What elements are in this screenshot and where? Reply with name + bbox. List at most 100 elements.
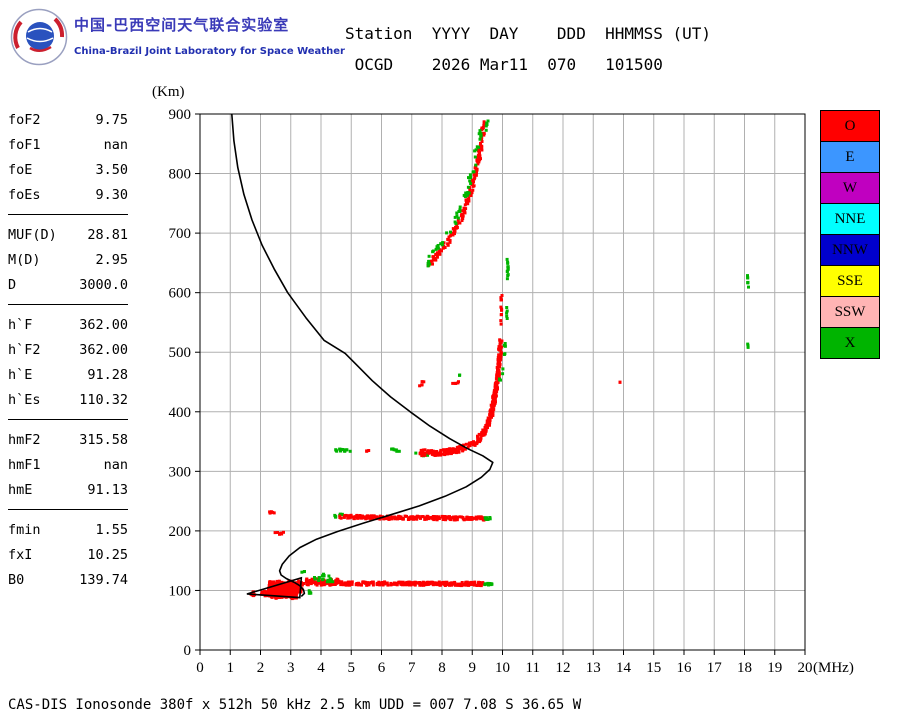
legend-item-sse: SSE [820, 265, 880, 297]
param-group-misc: fmin 1.55 fxI 10.25 B0 139.74 [8, 510, 128, 599]
svg-text:20: 20 [798, 660, 813, 676]
param-value: 139.74 [79, 571, 128, 588]
param-value: 315.58 [79, 431, 128, 448]
legend-item-ssw: SSW [820, 296, 880, 328]
param-row: foE 3.50 [8, 157, 128, 182]
param-value: 3000.0 [79, 276, 128, 293]
echo-direction-legend: O E W NNE NNW SSE SSW X [820, 110, 880, 359]
svg-text:300: 300 [169, 464, 192, 480]
param-row: foF1 nan [8, 132, 128, 157]
parameter-panel: foF2 9.75 foF1 nan foE 3.50 foEs 9.30 MUF(D)… [8, 100, 128, 599]
chart-axes: 0 1 2 3 4 5 6 7 8 9 10 11 12 13 14 15 16 17 18 19 2001002003… [152, 84, 854, 676]
svg-text:18: 18 [737, 660, 752, 676]
lab-logo [10, 8, 68, 66]
param-value: 2.95 [95, 251, 128, 268]
param-value: nan [103, 456, 128, 473]
param-group-virtual-heights: h`F 362.00 h`F2 362.00 h`E 91.28 h`Es 110.32 [8, 305, 128, 420]
param-label: M(D) [8, 251, 41, 268]
ionogram-chart: 0 1 2 3 4 5 6 7 8 9 10 11 12 13 14 15 16 17 18 19 2001002003… [152, 84, 854, 676]
svg-text:(MHz): (MHz) [813, 660, 854, 676]
chart-grid [199, 113, 806, 651]
svg-text:15: 15 [646, 660, 661, 676]
electron-density-profile [231, 113, 494, 599]
param-label: D [8, 276, 17, 293]
param-row: foEs 9.30 [8, 182, 128, 207]
svg-text:800: 800 [169, 167, 192, 183]
svg-text:13: 13 [586, 660, 601, 676]
param-label: hmF2 [8, 431, 41, 448]
station-values-row: OCGD 2026 Mar11 070 101500 [345, 55, 663, 74]
station-info: Station YYYY DAY DDD HHMMSS (UT) OCGD 20… [345, 18, 711, 80]
svg-text:9: 9 [469, 660, 477, 676]
param-label: foEs [8, 186, 41, 203]
svg-text:11: 11 [526, 660, 540, 676]
param-row: h`E 91.28 [8, 362, 128, 387]
legend-label: X [844, 335, 856, 351]
param-label: h`E [8, 366, 33, 383]
param-row: MUF(D) 28.81 [8, 222, 128, 247]
param-label: foF1 [8, 136, 41, 153]
svg-text:17: 17 [707, 660, 723, 676]
param-row: fxI 10.25 [8, 542, 128, 567]
legend-label: NNE [834, 211, 866, 227]
svg-text:5: 5 [348, 660, 356, 676]
svg-text:3: 3 [287, 660, 295, 676]
lab-logo-image [10, 8, 68, 66]
org-title-english: China-Brazil Joint Laboratory for Space … [74, 46, 345, 57]
param-row: M(D) 2.95 [8, 247, 128, 272]
param-label: fmin [8, 521, 41, 538]
svg-text:100: 100 [169, 583, 192, 599]
param-group-muf: MUF(D) 28.81 M(D) 2.95 D 3000.0 [8, 215, 128, 305]
legend-item-nnw: NNW [820, 234, 880, 266]
param-label: h`F2 [8, 341, 41, 358]
legend-item-x: X [820, 327, 880, 359]
param-label: hmE [8, 481, 33, 498]
svg-text:19: 19 [767, 660, 782, 676]
param-value: 91.28 [87, 366, 128, 383]
legend-label: E [845, 149, 855, 165]
legend-label: SSE [837, 273, 863, 289]
param-label: foF2 [8, 111, 41, 128]
param-row: foF2 9.75 [8, 107, 128, 132]
param-value: 10.25 [87, 546, 128, 563]
param-value: 9.30 [95, 186, 128, 203]
param-value: 362.00 [79, 341, 128, 358]
param-value: 362.00 [79, 316, 128, 333]
param-group-peak-heights: hmF2 315.58 hmF1 nan hmE 91.13 [8, 420, 128, 510]
param-label: h`F [8, 316, 33, 333]
param-group-critical-freqs: foF2 9.75 foF1 nan foE 3.50 foEs 9.30 [8, 100, 128, 215]
station-header-row: Station YYYY DAY DDD HHMMSS (UT) [345, 24, 712, 43]
svg-text:16: 16 [677, 660, 693, 676]
legend-item-o: O [820, 110, 880, 142]
param-value: 3.50 [95, 161, 128, 178]
legend-label: W [842, 180, 858, 196]
param-row: hmF2 315.58 [8, 427, 128, 452]
param-label: fxI [8, 546, 33, 563]
param-value: 91.13 [87, 481, 128, 498]
svg-text:900: 900 [169, 107, 192, 123]
param-row: D 3000.0 [8, 272, 128, 297]
param-label: foE [8, 161, 33, 178]
svg-text:4: 4 [317, 660, 325, 676]
svg-text:200: 200 [169, 524, 192, 540]
svg-text:14: 14 [616, 660, 632, 676]
svg-text:700: 700 [169, 226, 192, 242]
param-row: hmE 91.13 [8, 477, 128, 502]
param-row: h`F 362.00 [8, 312, 128, 337]
param-value: nan [103, 136, 128, 153]
svg-text:8: 8 [438, 660, 446, 676]
param-value: 28.81 [87, 226, 128, 243]
svg-text:0: 0 [196, 660, 204, 676]
svg-text:10: 10 [495, 660, 510, 676]
svg-text:12: 12 [556, 660, 571, 676]
echo-traces [249, 119, 750, 601]
param-label: hmF1 [8, 456, 41, 473]
legend-label: NNW [832, 242, 868, 258]
param-row: h`F2 362.00 [8, 337, 128, 362]
svg-text:1: 1 [227, 660, 235, 676]
param-row: h`Es 110.32 [8, 387, 128, 412]
legend-item-w: W [820, 172, 880, 204]
svg-text:7: 7 [408, 660, 416, 676]
svg-text:400: 400 [169, 405, 192, 421]
